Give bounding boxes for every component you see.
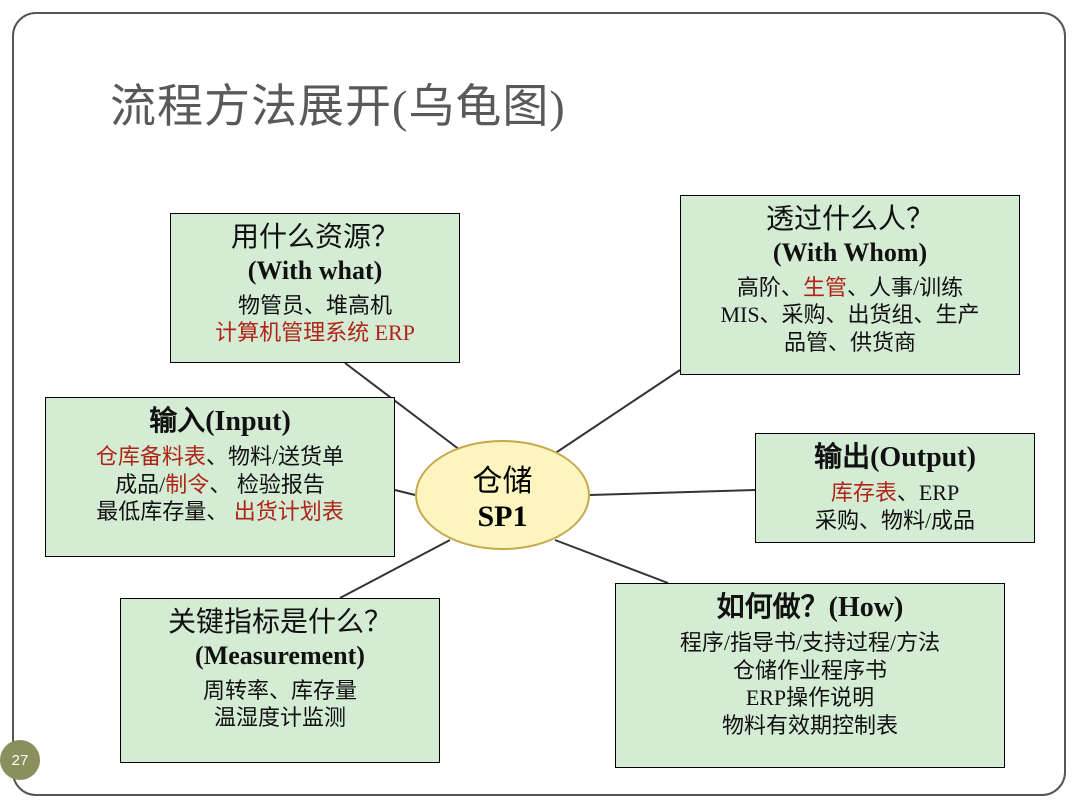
text: 品管、供货商	[784, 330, 916, 355]
box-line: 库存表、ERP	[760, 479, 1030, 507]
center-node: 仓储 SP1	[415, 440, 590, 550]
box-input: 输入(Input)仓库备料表、物料/送货单成品/制令、 检验报告最低库存量、 出…	[45, 397, 395, 557]
box-line: 高阶、生管、人事/训练	[685, 274, 1015, 302]
box-line: 程序/指导书/支持过程/方法	[620, 629, 1000, 657]
text: 、物料/送货单	[206, 444, 344, 469]
text: 、人事/训练	[847, 275, 963, 300]
text: 采购、物料/成品	[815, 508, 975, 533]
text: 、ERP	[897, 480, 959, 505]
box-with-what: 用什么资源？(With what) 物管员、堆高机计算机管理系统 ERP	[170, 213, 460, 363]
box-line: 采购、物料/成品	[760, 507, 1030, 535]
box-with-whom: 透过什么人？(With Whom) 高阶、生管、人事/训练MIS、采购、出货组、生…	[680, 195, 1020, 375]
text: 最低库存量、	[96, 499, 234, 524]
box-line: 周转率、库存量	[125, 677, 435, 705]
box-body: 库存表、ERP采购、物料/成品	[760, 479, 1030, 534]
box-output: 输出(Output)库存表、ERP采购、物料/成品	[755, 433, 1035, 543]
box-measurement: 关键指标是什么？(Measurement) 周转率、库存量温湿度计监测	[120, 598, 440, 763]
center-label-2: SP1	[477, 500, 527, 534]
text: 物管员、堆高机	[238, 293, 392, 318]
box-how: 如何做？(How) 程序/指导书/支持过程/方法仓储作业程序书ERP操作说明物料有…	[615, 583, 1005, 768]
box-body: 物管员、堆高机计算机管理系统 ERP	[175, 292, 455, 347]
red-text: 生管	[803, 275, 847, 300]
box-title-cn: 用什么资源？	[175, 220, 455, 255]
box-line: 温湿度计监测	[125, 704, 435, 732]
box-title-en: (With what)	[175, 255, 455, 288]
box-line: MIS、采购、出货组、生产	[685, 301, 1015, 329]
text: 物料有效期控制表	[722, 713, 898, 738]
text: 程序/指导书/支持过程/方法	[680, 630, 940, 655]
box-line: 物管员、堆高机	[175, 292, 455, 320]
text: ERP操作说明	[746, 685, 874, 710]
box-title: 输入(Input)	[50, 404, 390, 439]
box-title: 输出(Output)	[760, 440, 1030, 475]
text: 高阶、	[737, 275, 803, 300]
box-line: 物料有效期控制表	[620, 712, 1000, 740]
red-text: 仓库备料表	[96, 444, 206, 469]
text: 成品/	[115, 472, 165, 497]
text: 周转率、库存量	[203, 678, 357, 703]
box-title-cn: 关键指标是什么？	[125, 605, 435, 640]
red-text: 计算机管理系统 ERP	[215, 320, 415, 345]
center-label-1: 仓储	[473, 456, 533, 500]
box-line: 最低库存量、 出货计划表	[50, 498, 390, 526]
box-title-en: (With Whom)	[685, 237, 1015, 270]
box-line: 仓库备料表、物料/送货单	[50, 443, 390, 471]
text: MIS、采购、出货组、生产	[720, 302, 979, 327]
box-body: 周转率、库存量温湿度计监测	[125, 677, 435, 732]
box-body: 仓库备料表、物料/送货单成品/制令、 检验报告最低库存量、 出货计划表	[50, 443, 390, 526]
text: 温湿度计监测	[214, 705, 346, 730]
box-title: 如何做？(How)	[620, 590, 1000, 625]
box-title-en: (Measurement)	[125, 640, 435, 673]
box-line: 品管、供货商	[685, 329, 1015, 357]
red-text: 库存表	[831, 480, 897, 505]
box-body: 高阶、生管、人事/训练MIS、采购、出货组、生产品管、供货商	[685, 274, 1015, 357]
box-body: 程序/指导书/支持过程/方法仓储作业程序书ERP操作说明物料有效期控制表	[620, 629, 1000, 739]
box-title-cn: 透过什么人？	[685, 202, 1015, 237]
box-line: ERP操作说明	[620, 684, 1000, 712]
text: 仓储作业程序书	[733, 658, 887, 683]
red-text: 制令	[165, 472, 209, 497]
box-line: 成品/制令、 检验报告	[50, 471, 390, 499]
red-text: 出货计划表	[234, 499, 344, 524]
text: 、 检验报告	[209, 472, 325, 497]
box-line: 仓储作业程序书	[620, 657, 1000, 685]
box-line: 计算机管理系统 ERP	[175, 319, 455, 347]
diagram-canvas: 仓储 SP1 用什么资源？(With what) 物管员、堆高机计算机管理系统 E…	[0, 0, 1080, 810]
